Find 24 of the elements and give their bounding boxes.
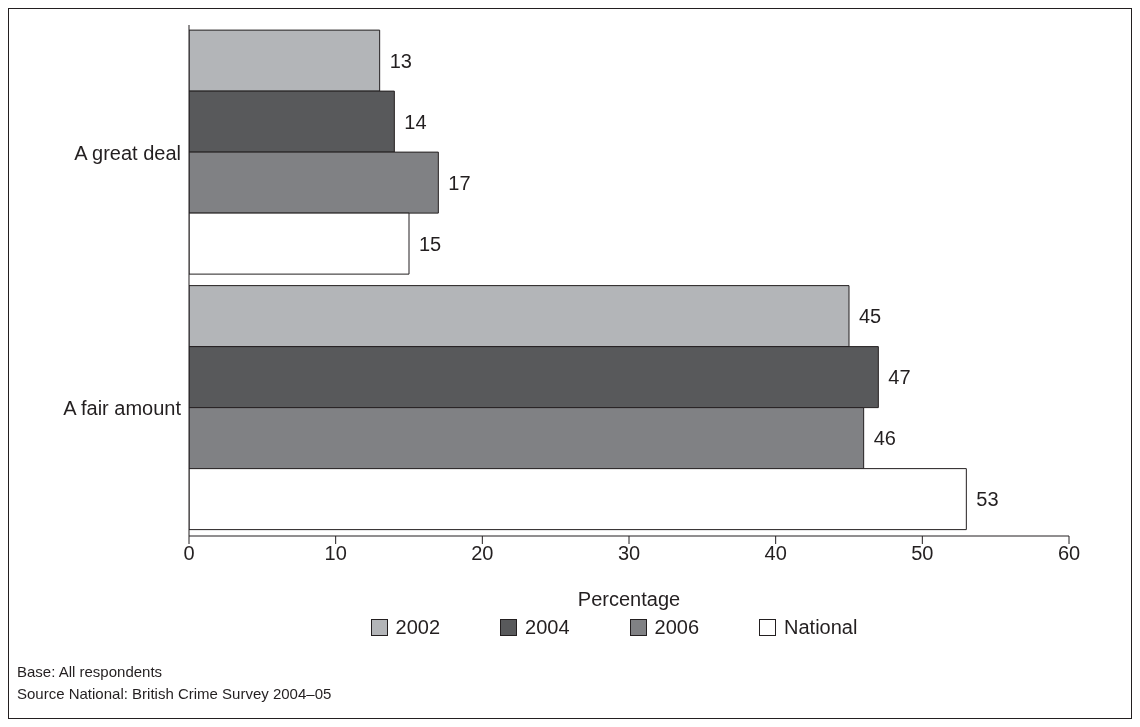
x-tick-label: 20 <box>471 542 494 565</box>
legend-label: 2006 <box>654 616 700 639</box>
x-axis-title: Percentage <box>577 588 681 610</box>
y-tick-label: A great deal <box>74 141 181 164</box>
x-tick-label: 50 <box>911 542 934 565</box>
x-tick-label: 0 <box>183 542 195 565</box>
data-label: 53 <box>976 488 999 511</box>
x-tick-label: 30 <box>617 542 641 565</box>
data-label: 45 <box>859 305 882 328</box>
legend-label: 2002 <box>395 616 441 639</box>
legend-label: National <box>784 616 858 639</box>
y-tick-label: A fair amount <box>63 397 182 420</box>
x-tick-label: 10 <box>324 542 347 565</box>
data-label: 17 <box>448 171 471 194</box>
x-tick-label: 40 <box>764 542 787 565</box>
data-label: 14 <box>404 110 427 133</box>
data-label: 15 <box>419 232 442 255</box>
data-label: 47 <box>888 366 911 389</box>
legend-label: 2004 <box>525 616 570 639</box>
text: Base: All respondents <box>17 662 164 682</box>
source-note: Source National: British Crime Survey 2004–05 <box>17 684 332 704</box>
data-label: 13 <box>389 49 412 72</box>
data-label: 46 <box>873 427 896 450</box>
x-tick-label: 60 <box>1057 542 1081 565</box>
